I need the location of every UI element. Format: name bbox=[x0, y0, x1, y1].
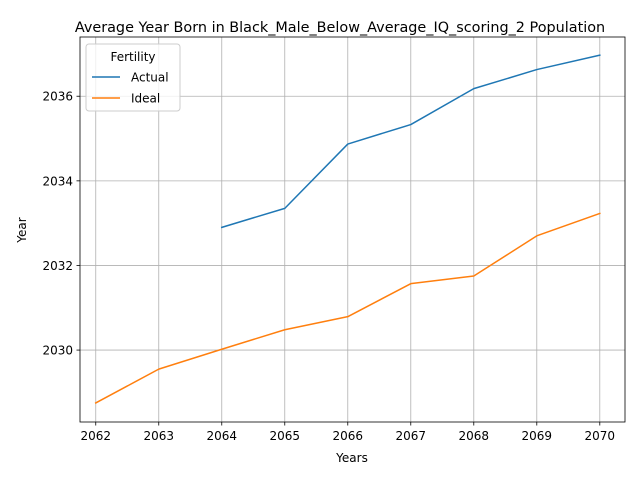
legend-box bbox=[85, 43, 181, 112]
x-tick-label: 2070 bbox=[585, 429, 616, 443]
x-tick-label: 2067 bbox=[396, 429, 427, 443]
plot-area-frame bbox=[79, 36, 626, 423]
legend-label-actual: Actual bbox=[131, 71, 169, 85]
legend-label-ideal: Ideal bbox=[131, 92, 160, 106]
y-tick-label: 2030 bbox=[42, 344, 73, 358]
legend-title: Fertility bbox=[110, 50, 155, 64]
y-tick-label: 2032 bbox=[42, 259, 73, 273]
grid bbox=[80, 37, 625, 422]
x-tick-label: 2069 bbox=[522, 429, 553, 443]
x-tick-label: 2062 bbox=[80, 429, 111, 443]
x-tick-label: 2064 bbox=[206, 429, 237, 443]
x-tick-label: 2065 bbox=[269, 429, 300, 443]
x-tick-label: 2068 bbox=[459, 429, 490, 443]
y-tick-label: 2034 bbox=[42, 174, 73, 188]
x-axis-label: Years bbox=[335, 451, 368, 465]
series-line-actual bbox=[220, 54, 601, 229]
x-tick-label: 2063 bbox=[143, 429, 174, 443]
series-lines bbox=[94, 54, 601, 404]
y-axis-label: Year bbox=[15, 217, 29, 243]
series-line-ideal bbox=[94, 212, 601, 404]
y-tick-label: 2036 bbox=[42, 90, 73, 104]
axis-ticks: 2062 2063 2064 2065 2066 2067 2068 2069 2070 2030… bbox=[42, 90, 615, 443]
legend: Fertility Actual Ideal bbox=[85, 43, 181, 112]
x-tick-label: 2066 bbox=[333, 429, 364, 443]
chart-title: Average Year Born in Black_Male_Below_Av… bbox=[75, 20, 605, 36]
